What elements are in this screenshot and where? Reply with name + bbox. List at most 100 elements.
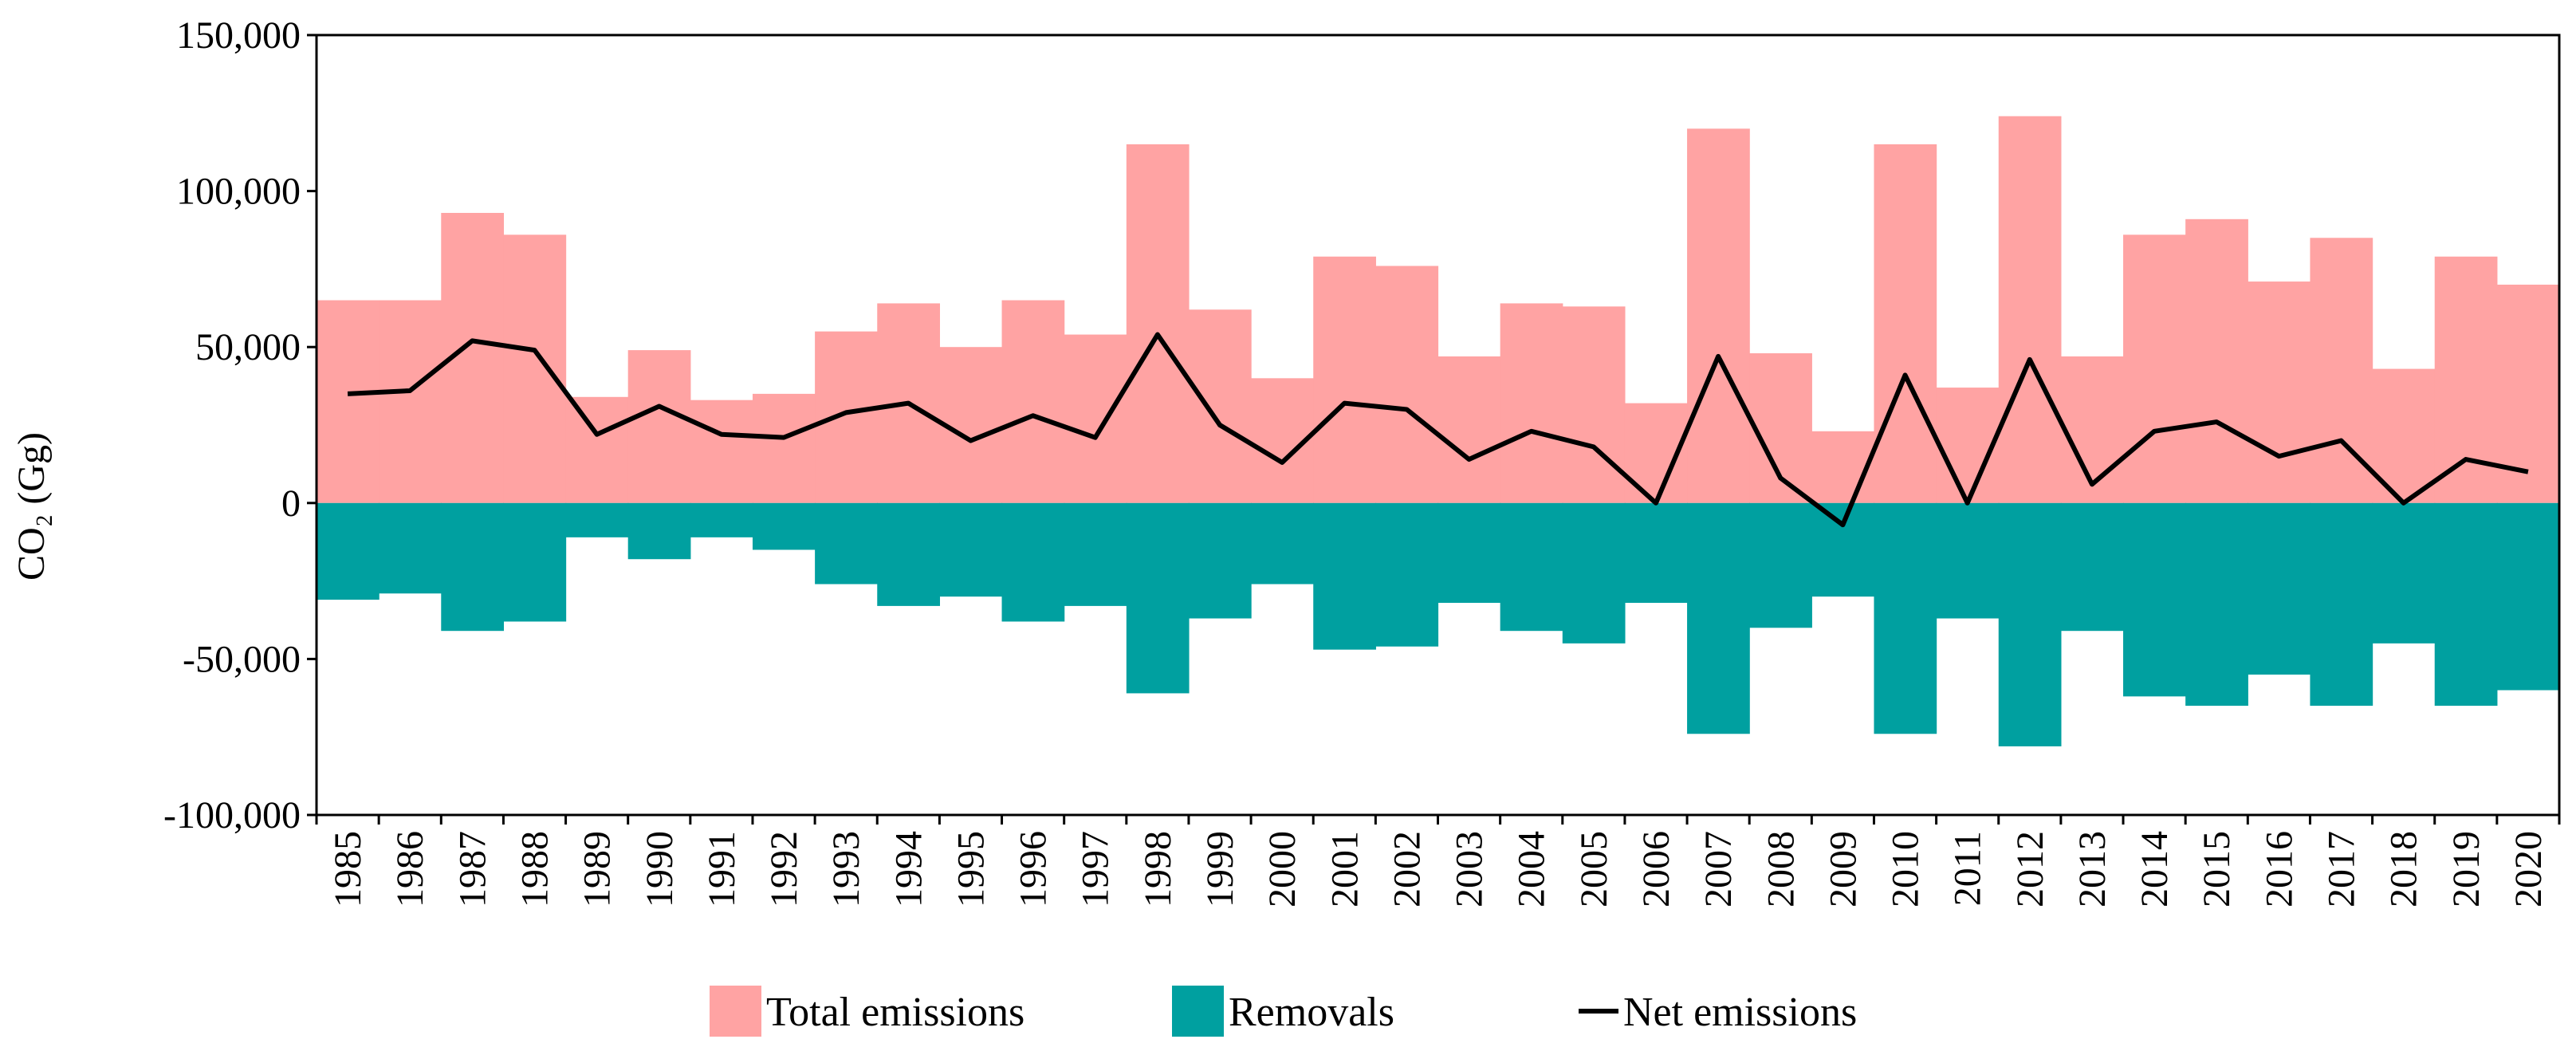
total-emissions-bar-2015 xyxy=(2185,218,2248,503)
removals-bar-2005 xyxy=(1562,502,1626,644)
legend-item-removals: Removals xyxy=(1172,986,1394,1037)
removals-bar-2012 xyxy=(1998,502,2062,746)
x-tick-label: 1986 xyxy=(389,831,431,907)
removals-bar-2008 xyxy=(1749,502,1812,628)
total-emissions-bar-2011 xyxy=(1936,388,2000,503)
x-tick-label: 2013 xyxy=(2071,831,2114,907)
removals-bar-1989 xyxy=(565,502,629,537)
x-tick-label: 1988 xyxy=(513,831,556,907)
x-tick-label: 1989 xyxy=(576,831,619,907)
removals-bars xyxy=(317,502,2560,746)
y-tick-label: -50,000 xyxy=(183,638,301,680)
removals-bar-1992 xyxy=(752,502,816,550)
removals-bar-1991 xyxy=(690,502,753,537)
x-tick-label: 1997 xyxy=(1075,831,1117,907)
total-emissions-bar-1985 xyxy=(317,300,380,503)
removals-bar-2002 xyxy=(1375,502,1439,647)
total-emissions-bar-1988 xyxy=(503,234,567,503)
removals-bar-2014 xyxy=(2123,502,2186,697)
total-emissions-bar-2002 xyxy=(1375,266,1439,503)
removals-bar-1995 xyxy=(939,502,1003,597)
total-emissions-bar-2009 xyxy=(1811,431,1875,503)
x-tick-label: 1992 xyxy=(763,831,805,907)
total-emissions-bar-2013 xyxy=(2060,356,2124,503)
removals-bar-1999 xyxy=(1188,502,1252,619)
removals-bar-2016 xyxy=(2248,502,2311,675)
x-tick-label: 2015 xyxy=(2196,831,2238,907)
removals-bar-2004 xyxy=(1500,502,1563,632)
total-emissions-bar-2001 xyxy=(1313,256,1376,503)
removals-bar-2007 xyxy=(1687,502,1750,734)
x-tick-label: 1998 xyxy=(1137,831,1179,907)
total-emissions-bar-1986 xyxy=(379,300,442,503)
x-tick-label: 1993 xyxy=(825,831,867,907)
x-tick-label: 2009 xyxy=(1822,831,1864,907)
removals-bar-1998 xyxy=(1126,502,1190,694)
x-tick-label: 1985 xyxy=(327,831,369,907)
removals-bar-2020 xyxy=(2496,502,2560,691)
x-tick-label: 1999 xyxy=(1199,831,1241,907)
total-emissions-bar-1993 xyxy=(815,331,878,503)
total-emissions-bar-1997 xyxy=(1064,334,1127,503)
y-tick-label: 0 xyxy=(281,482,301,525)
y-tick-label: 100,000 xyxy=(176,171,301,213)
removals-bar-2000 xyxy=(1251,502,1314,585)
legend-label-total-emissions: Total emissions xyxy=(766,990,1025,1035)
total-emissions-bar-2003 xyxy=(1437,356,1501,503)
legend-swatch-total-emissions xyxy=(710,986,761,1037)
removals-bar-2010 xyxy=(1874,502,1937,734)
removals-bar-2006 xyxy=(1624,502,1688,603)
y-tick-label: -100,000 xyxy=(163,794,301,836)
total-emissions-bar-1996 xyxy=(1001,300,1065,503)
x-tick-label: 2000 xyxy=(1261,831,1304,907)
y-axis-title: CO₂ (Gg) xyxy=(10,432,53,581)
x-tick-label: 1991 xyxy=(701,831,743,907)
removals-bar-2015 xyxy=(2185,502,2248,707)
legend-item-total-emissions: Total emissions xyxy=(710,986,1025,1037)
x-tick-label: 1990 xyxy=(639,831,681,907)
removals-bar-1985 xyxy=(317,502,380,600)
x-tick-label: 1994 xyxy=(887,831,930,907)
x-tick-label: 2005 xyxy=(1573,831,1615,907)
x-axis-ticks: 1985 1986 1987 1988 1989 1990 1991 1992 1993 1994… xyxy=(315,815,2561,907)
total-emissions-bar-1992 xyxy=(752,393,816,503)
removals-bar-2001 xyxy=(1313,502,1376,650)
removals-bar-2011 xyxy=(1936,502,2000,619)
x-tick-label: 1995 xyxy=(950,831,992,907)
total-emissions-bar-1991 xyxy=(690,400,753,503)
removals-bar-2013 xyxy=(2060,502,2124,632)
removals-bar-1993 xyxy=(815,502,878,585)
y-tick-label: 50,000 xyxy=(195,326,301,368)
removals-bar-1986 xyxy=(379,502,442,594)
removals-bar-1990 xyxy=(627,502,691,560)
x-tick-label: 2012 xyxy=(2009,831,2051,907)
x-tick-label: 2006 xyxy=(1635,831,1677,907)
removals-bar-1996 xyxy=(1001,502,1065,622)
removals-bar-2017 xyxy=(2310,502,2373,707)
removals-bar-1997 xyxy=(1064,502,1127,606)
total-emissions-bar-2012 xyxy=(1998,116,2062,503)
y-tick-label: 150,000 xyxy=(176,14,301,57)
x-tick-label: 2003 xyxy=(1449,831,1491,907)
removals-bar-1987 xyxy=(441,502,505,632)
x-tick-label: 2008 xyxy=(1760,831,1802,907)
removals-bar-2003 xyxy=(1437,502,1501,603)
net-emissions-line xyxy=(347,332,2529,528)
x-tick-label: 1996 xyxy=(1013,831,1055,907)
removals-bar-2009 xyxy=(1811,502,1875,597)
legend-swatch-removals xyxy=(1172,986,1224,1037)
legend-label-net-emissions: Net emissions xyxy=(1623,990,1857,1035)
x-tick-label: 2002 xyxy=(1386,831,1428,907)
legend: Total emissions Removals Net emissions xyxy=(710,986,1857,1037)
total-emissions-bar-1998 xyxy=(1126,144,1190,503)
total-emissions-bar-2005 xyxy=(1562,306,1626,503)
total-emissions-bar-1999 xyxy=(1188,309,1252,503)
total-emissions-bar-2014 xyxy=(2123,234,2186,503)
removals-bar-1994 xyxy=(877,502,940,606)
removals-bar-2019 xyxy=(2434,502,2498,707)
removals-bar-1988 xyxy=(503,502,567,622)
total-emissions-bars xyxy=(317,116,2560,503)
x-tick-label: 2001 xyxy=(1323,831,1366,907)
total-emissions-bar-2007 xyxy=(1687,128,1750,503)
